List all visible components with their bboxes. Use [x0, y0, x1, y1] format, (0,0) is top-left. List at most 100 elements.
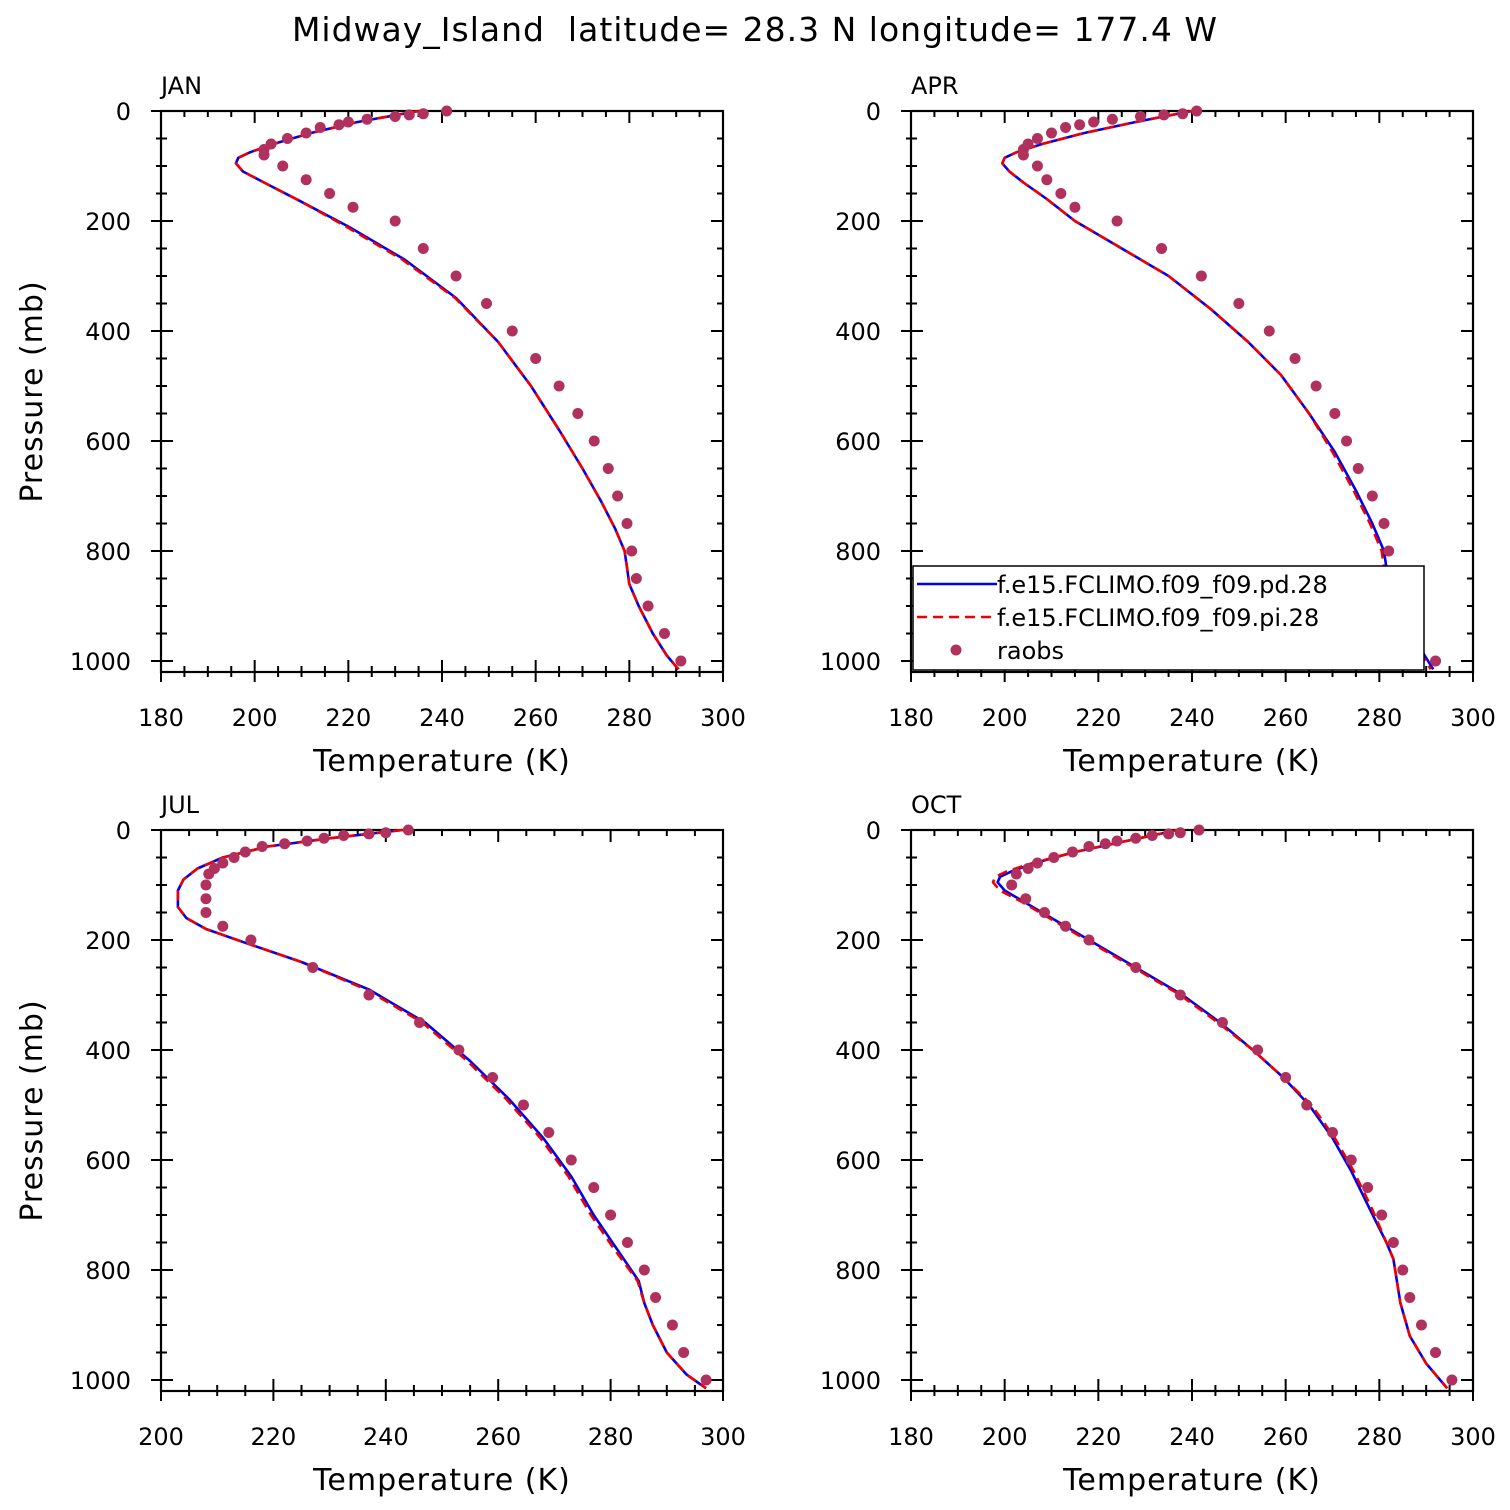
series-line-pi [991, 828, 1449, 1390]
y-tick-label: 0 [116, 817, 131, 845]
raobs-point [453, 1044, 465, 1056]
raobs-point [450, 270, 462, 282]
raobs-point [200, 893, 212, 905]
raobs-point [506, 325, 518, 337]
raobs-point [1146, 830, 1158, 841]
raobs-point [1106, 113, 1118, 125]
raobs-point [1130, 832, 1142, 844]
raobs-point [605, 1209, 617, 1221]
y-tick-label: 800 [85, 538, 131, 566]
raobs-point [363, 828, 375, 840]
raobs-point [588, 1182, 600, 1193]
raobs-point [1310, 380, 1322, 392]
raobs-point [1111, 215, 1123, 227]
raobs-point [1301, 1099, 1313, 1111]
y-tick-label: 200 [835, 208, 881, 236]
raobs-point [333, 119, 345, 131]
raobs-point [441, 105, 453, 117]
x-tick-label: 240 [419, 704, 465, 732]
raobs-point [281, 133, 293, 144]
legend-box [912, 565, 1425, 671]
y-tick-label: 400 [85, 1037, 131, 1065]
raobs-point [256, 841, 268, 852]
raobs-point [1031, 160, 1043, 172]
series-line-pi [1000, 109, 1432, 670]
legend-label: f.e15.FCLIMO.f09_f09.pd.28 [997, 571, 1328, 599]
raobs-point [1387, 1237, 1399, 1248]
raobs-point [1289, 353, 1301, 364]
legend-marker [950, 644, 962, 656]
raobs-point [389, 111, 401, 122]
y-tick-label: 200 [835, 927, 881, 955]
raobs-point [1048, 852, 1060, 863]
raobs-point [203, 868, 215, 880]
raobs-point [1280, 1072, 1292, 1083]
raobs-point [1041, 174, 1053, 186]
raobs-point [565, 1154, 577, 1166]
raobs-point [650, 1292, 662, 1303]
y-tick-label: 600 [85, 1147, 131, 1175]
raobs-point [245, 934, 257, 946]
y-tick-label: 400 [85, 318, 131, 346]
raobs-point [318, 832, 330, 844]
raobs-point [642, 600, 654, 612]
panel-label: OCT [911, 791, 962, 819]
raobs-point [1216, 1017, 1228, 1028]
legend-label: raobs [997, 637, 1064, 665]
x-tick-label: 280 [606, 704, 652, 732]
y-tick-label: 600 [835, 1147, 881, 1175]
series-line-pd [176, 828, 707, 1390]
raobs-point [1430, 1347, 1442, 1358]
raobs-point [239, 846, 251, 858]
x-axis-label: Temperature (K) [1062, 744, 1321, 779]
raobs-point [480, 298, 492, 309]
raobs-point [1177, 108, 1189, 120]
plot-frame [159, 109, 725, 674]
raobs-point [1397, 1264, 1409, 1276]
y-tick-label: 600 [85, 428, 131, 456]
raobs-point [402, 824, 414, 836]
raobs-point [1341, 435, 1353, 447]
y-tick-label: 1000 [820, 648, 881, 676]
x-tick-label: 280 [1356, 1423, 1402, 1451]
raobs-point [1174, 989, 1186, 1001]
x-tick-label: 200 [138, 1423, 184, 1451]
raobs-point [1263, 325, 1275, 337]
x-tick-label: 240 [1169, 1423, 1215, 1451]
raobs-point [200, 907, 212, 918]
raobs-point [1099, 838, 1111, 850]
legend-label: f.e15.FCLIMO.f09_f09.pi.28 [997, 604, 1319, 632]
raobs-point [626, 545, 638, 557]
y-axis-label: Pressure (mb) [15, 280, 50, 502]
raobs-point [1446, 1374, 1458, 1386]
raobs-point [1031, 857, 1043, 869]
panel-apr: APR 180 200 220 240 260 280 300 0 200 400 600 800 100… [820, 72, 1496, 779]
raobs-point [1195, 270, 1207, 282]
figure-title: Midway_Island latitude= 28.3 N longitude… [291, 10, 1219, 49]
y-tick-label: 800 [835, 538, 881, 566]
raobs-point [553, 380, 565, 392]
raobs-point [1134, 111, 1146, 122]
raobs-point [630, 573, 642, 584]
raobs-point [1193, 824, 1205, 836]
panel-label: APR [911, 72, 959, 100]
raobs-point [1156, 243, 1168, 254]
raobs-point [1022, 863, 1034, 874]
x-tick-label: 300 [700, 704, 746, 732]
raobs-point [1163, 828, 1175, 840]
raobs-point [1130, 962, 1142, 973]
raobs-point [530, 353, 542, 364]
raobs-point [1067, 846, 1079, 858]
x-tick-label: 260 [1263, 1423, 1309, 1451]
x-tick-label: 300 [700, 1423, 746, 1451]
raobs-point [1031, 133, 1043, 144]
raobs-point [658, 628, 670, 639]
raobs-point [361, 113, 373, 125]
raobs-point [1020, 893, 1032, 905]
x-tick-label: 260 [513, 704, 559, 732]
raobs-point [1069, 201, 1081, 213]
raobs-point [1158, 109, 1170, 121]
panel-label: JUL [159, 791, 200, 819]
raobs-point [1083, 934, 1095, 946]
raobs-point [1233, 298, 1245, 309]
